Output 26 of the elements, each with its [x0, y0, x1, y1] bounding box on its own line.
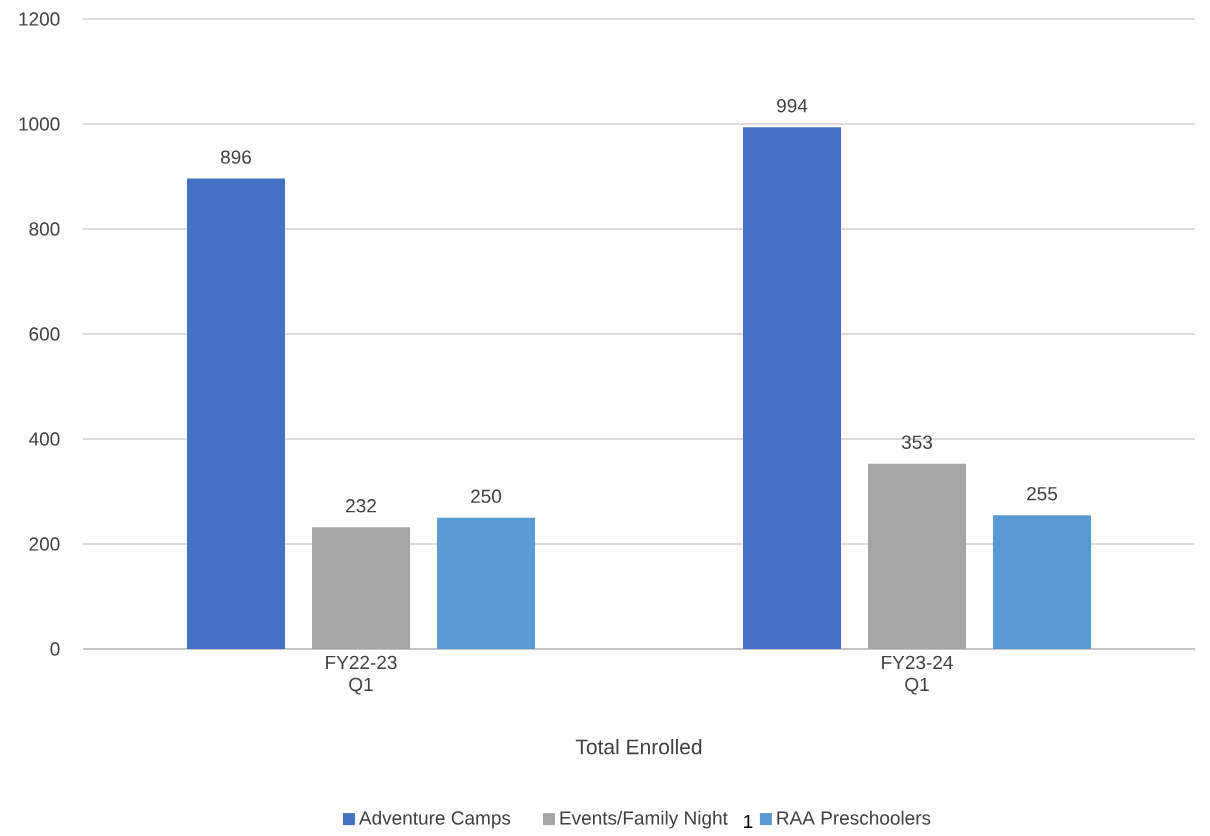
- y-tick-label: 1000: [19, 117, 60, 131]
- data-label: 232: [346, 499, 376, 513]
- bar: [868, 463, 967, 649]
- y-tick-label: 200: [29, 537, 60, 551]
- x-tick-label: FY22-23 Q1: [326, 655, 397, 695]
- y-tick-label: 800: [29, 222, 60, 236]
- y-tick-label: 600: [29, 327, 60, 341]
- legend-label: Events/Family Night: [560, 810, 728, 829]
- data-label: 896: [220, 150, 251, 164]
- data-label: 994: [777, 98, 808, 113]
- data-label: 353: [901, 435, 932, 449]
- legend-label: RAA Preschoolers: [777, 810, 931, 825]
- text: 1: [744, 814, 753, 828]
- legend-label: Adventure Camps: [358, 810, 511, 829]
- bar: [437, 517, 536, 649]
- y-tick-label: 0: [50, 642, 60, 656]
- x-axis-title: Total Enrolled: [575, 738, 702, 755]
- bar: [187, 178, 285, 649]
- y-tick-label: 1200: [19, 12, 60, 26]
- bar: [993, 515, 1092, 649]
- y-tick-label: 400: [29, 432, 60, 446]
- bar: [312, 527, 410, 649]
- data-label: 255: [1027, 486, 1058, 501]
- x-tick-label: FY23-24 Q1: [882, 655, 953, 695]
- bar: [743, 127, 842, 649]
- data-label: 250: [471, 489, 502, 504]
